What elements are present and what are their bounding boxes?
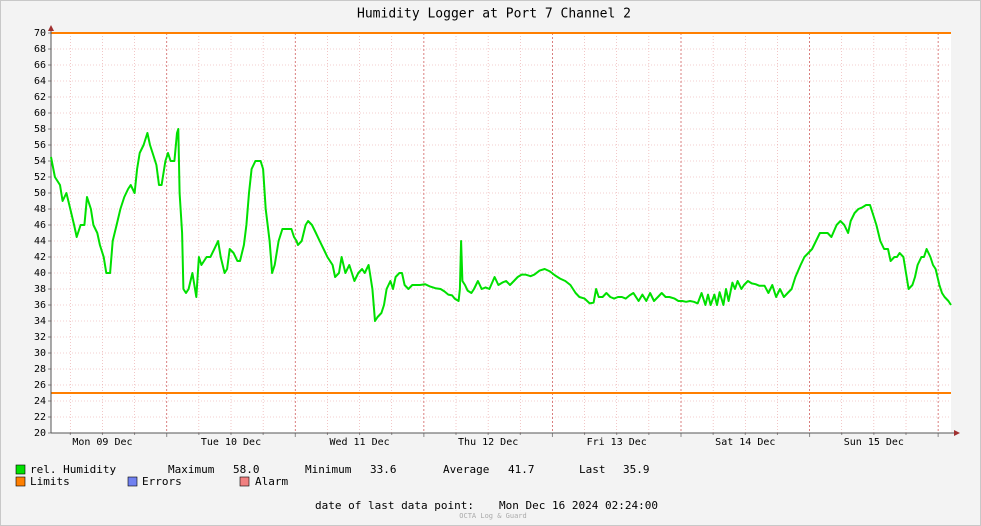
- y-tick-label: 24: [34, 396, 46, 407]
- stat-value: 35.9: [623, 463, 650, 476]
- footer-value: Mon Dec 16 2024 02:24:00: [499, 499, 658, 512]
- y-tick-label: 38: [34, 284, 46, 295]
- y-tick-label: 26: [34, 380, 46, 391]
- axis-arrow: [48, 25, 54, 31]
- y-tick-label: 30: [34, 348, 46, 359]
- y-tick-label: 44: [34, 236, 46, 247]
- y-tick-label: 46: [34, 220, 46, 231]
- stat-name: Maximum: [168, 463, 215, 476]
- stat-value: 58.0: [233, 463, 260, 476]
- y-tick-label: 64: [34, 76, 46, 87]
- chart-title: Humidity Logger at Port 7 Channel 2: [357, 7, 631, 22]
- y-tick-label: 56: [34, 140, 46, 151]
- x-tick-label: Fri 13 Dec: [587, 437, 647, 448]
- y-tick-label: 58: [34, 124, 46, 135]
- y-tick-label: 22: [34, 412, 46, 423]
- axis-arrow: [954, 430, 960, 436]
- y-tick-label: 48: [34, 204, 46, 215]
- y-tick-label: 68: [34, 44, 46, 55]
- plot-area: [51, 33, 951, 433]
- y-tick-label: 62: [34, 92, 46, 103]
- legend-label: Alarm: [255, 475, 288, 488]
- x-tick-label: Wed 11 Dec: [329, 437, 389, 448]
- y-tick-label: 28: [34, 364, 46, 375]
- y-tick-label: 52: [34, 172, 46, 183]
- legend-label: Limits: [30, 475, 70, 488]
- y-tick-label: 40: [34, 268, 46, 279]
- y-tick-label: 66: [34, 60, 46, 71]
- y-tick-label: 42: [34, 252, 46, 263]
- footer-label: date of last data point:: [315, 499, 474, 512]
- x-tick-label: Tue 10 Dec: [201, 437, 261, 448]
- y-tick-label: 60: [34, 108, 46, 119]
- legend-swatch: [127, 476, 138, 487]
- x-tick-label: Mon 09 Dec: [72, 437, 132, 448]
- y-tick-label: 34: [34, 316, 46, 327]
- y-tick-label: 20: [34, 428, 46, 439]
- y-tick-label: 32: [34, 332, 46, 343]
- x-tick-label: Sat 14 Dec: [715, 437, 775, 448]
- y-tick-label: 70: [34, 28, 46, 39]
- legend-swatch: [239, 476, 250, 487]
- x-tick-label: Sun 15 Dec: [844, 437, 904, 448]
- legend-label: Errors: [142, 475, 182, 488]
- stat-name: Last: [579, 463, 606, 476]
- stat-value: 41.7: [508, 463, 535, 476]
- legend-swatch: [15, 464, 26, 475]
- legend-label: rel. Humidity: [30, 463, 116, 476]
- stat-value: 33.6: [370, 463, 397, 476]
- legend-swatch: [15, 476, 26, 487]
- stat-name: Minimum: [305, 463, 352, 476]
- x-tick-label: Thu 12 Dec: [458, 437, 518, 448]
- stat-name: Average: [443, 463, 489, 476]
- data-line: [50, 128, 952, 322]
- y-tick-label: 36: [34, 300, 46, 311]
- watermark: OCTA Log & Guard: [459, 512, 526, 520]
- y-tick-label: 50: [34, 188, 46, 199]
- y-tick-label: 54: [34, 156, 46, 167]
